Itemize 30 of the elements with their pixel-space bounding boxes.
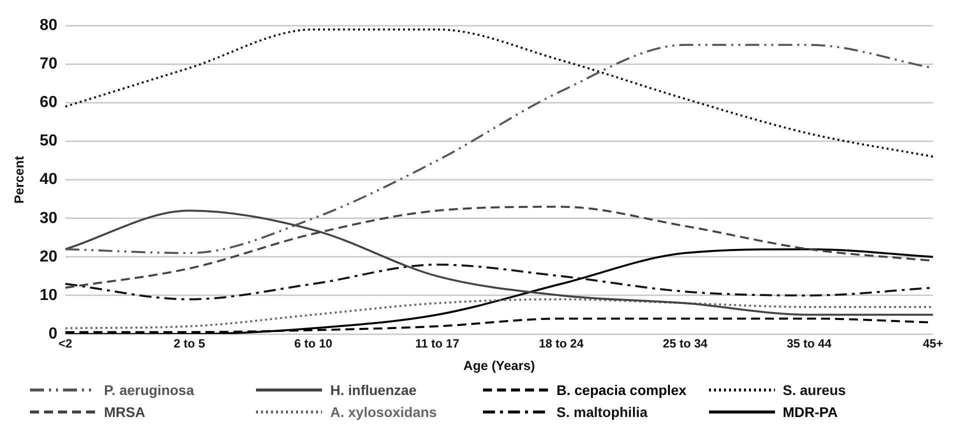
y-tick-label: 70 bbox=[40, 56, 58, 73]
x-axis-title: Age (Years) bbox=[463, 358, 535, 373]
line-series bbox=[64, 210, 934, 316]
x-tick-label: 45+ bbox=[922, 336, 944, 351]
line-series bbox=[64, 298, 934, 330]
y-tick-label: 20 bbox=[40, 248, 58, 266]
x-tick-label: 18 to 24 bbox=[538, 336, 584, 351]
y-tick-label: 0 bbox=[48, 325, 58, 342]
legend-label: A. xylosoxidans bbox=[330, 404, 437, 420]
y-tick-label: 40 bbox=[40, 171, 58, 188]
legend-label: S. maltophilia bbox=[556, 404, 648, 420]
x-tick-label: 11 to 17 bbox=[415, 336, 460, 351]
x-tick-label: 25 to 34 bbox=[662, 336, 708, 351]
x-tick-label: 6 to 10 bbox=[294, 336, 333, 351]
y-axis-title: Percent bbox=[11, 155, 26, 204]
y-tick-label: 80 bbox=[40, 17, 58, 34]
y-tick-label: 10 bbox=[40, 286, 58, 304]
legend-label: MDR-PA bbox=[782, 404, 838, 420]
y-tick-label: 60 bbox=[40, 94, 58, 112]
x-tick-label: <2 bbox=[58, 336, 73, 351]
y-tick-label: 30 bbox=[40, 210, 58, 227]
legend-label: P. aeruginosa bbox=[104, 382, 194, 398]
legend-label: S. aureus bbox=[782, 382, 846, 398]
x-tick-label: 2 to 5 bbox=[174, 336, 206, 351]
legend-label: B. cepacia complex bbox=[556, 382, 686, 398]
legend-label: H. influenzae bbox=[330, 382, 417, 398]
line-series bbox=[64, 28, 934, 158]
legend-label: MRSA bbox=[104, 404, 146, 420]
x-tick-label: 35 to 44 bbox=[786, 336, 832, 351]
y-tick-label: 50 bbox=[40, 132, 58, 150]
